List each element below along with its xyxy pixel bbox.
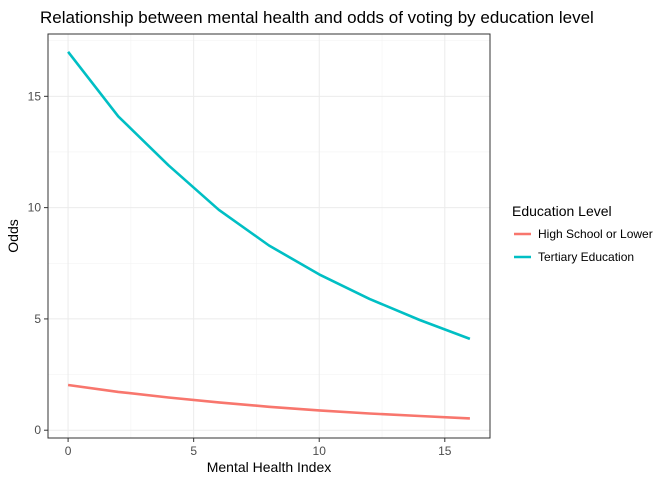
chart-title: Relationship between mental health and o… — [40, 8, 594, 27]
grid — [48, 34, 490, 438]
x-tick-label: 0 — [65, 444, 72, 458]
panel-border — [47, 33, 491, 439]
legend-label: High School or Lower — [538, 227, 653, 241]
x-tick-label: 5 — [190, 444, 197, 458]
x-axis-title: Mental Health Index — [207, 459, 332, 475]
x-axis: 0 5 10 15 — [65, 438, 452, 458]
series-layer — [67, 51, 471, 420]
series-line-tertiary-education — [67, 51, 471, 341]
x-tick-label: 15 — [438, 444, 452, 458]
y-tick-label: 0 — [34, 423, 41, 437]
legend-title: Education Level — [512, 203, 612, 219]
y-tick-label: 5 — [34, 312, 41, 326]
x-tick-label: 10 — [313, 444, 327, 458]
series-line-high-school-or-lower — [67, 383, 470, 420]
y-axis-title: Odds — [5, 219, 21, 252]
y-axis: 0 5 10 15 — [28, 89, 48, 437]
legend: Education Level High School or Lower Tert… — [512, 203, 653, 264]
legend-label: Tertiary Education — [538, 250, 634, 264]
y-tick-label: 15 — [28, 89, 42, 103]
y-tick-label: 10 — [28, 201, 42, 215]
